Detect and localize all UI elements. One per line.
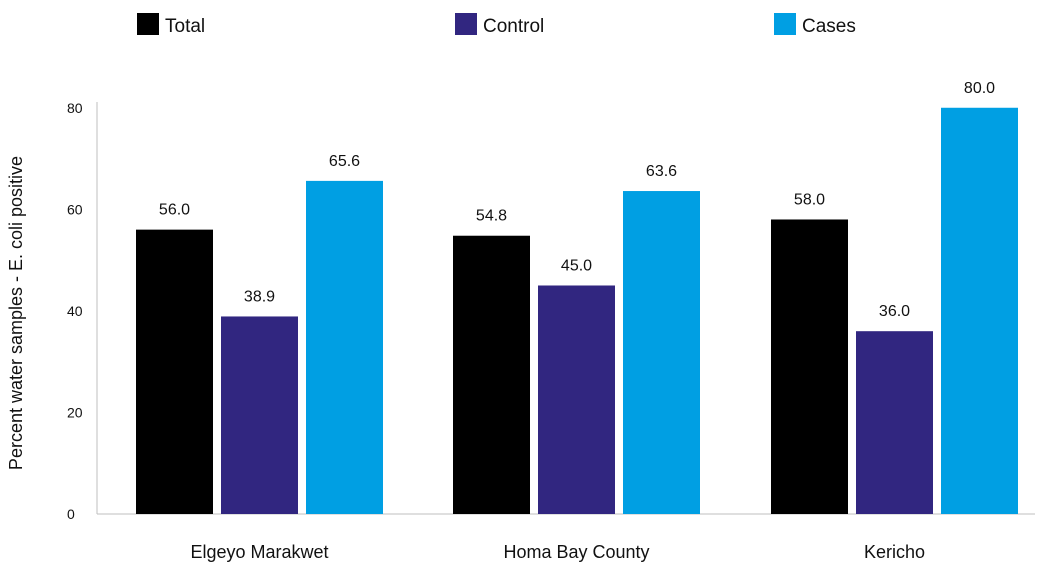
x-axis-categories: Elgeyo Marakwet Homa Bay County Kericho — [190, 542, 925, 562]
legend-label: Cases — [802, 16, 856, 37]
bar-control — [856, 331, 933, 514]
data-label: 63.6 — [646, 163, 677, 180]
data-label: 65.6 — [329, 153, 360, 170]
y-tick-label: 40 — [67, 303, 83, 319]
bar-cases — [306, 180, 383, 515]
y-axis-title: Percent water samples - E. coli positive — [6, 156, 26, 470]
data-label: 54.8 — [476, 208, 507, 225]
bar-total — [136, 229, 213, 514]
bar-control — [221, 316, 298, 514]
bar-total — [453, 235, 530, 515]
legend-swatch-control — [455, 13, 477, 35]
data-label: 58.0 — [794, 191, 825, 208]
data-label: 56.0 — [159, 202, 190, 219]
bar-cases — [941, 107, 1018, 514]
legend-label: Control — [483, 16, 544, 37]
legend-swatch-cases — [774, 13, 796, 35]
y-tick-label: 0 — [67, 506, 75, 522]
value-labels: 56.0 38.9 65.6 54.8 45.0 63.6 58.0 36.0 80.0 — [159, 80, 995, 320]
data-label: 80.0 — [964, 80, 995, 97]
y-axis-ticks: 0 20 40 60 80 — [67, 100, 83, 522]
x-category-label: Homa Bay County — [503, 542, 649, 562]
bars — [136, 107, 1018, 515]
bar-total — [771, 219, 848, 514]
data-label: 38.9 — [244, 288, 275, 305]
data-label: 45.0 — [561, 257, 592, 274]
legend: Total Control Cases — [137, 13, 856, 37]
legend-label: Total — [165, 16, 205, 37]
x-category-label: Kericho — [864, 542, 925, 562]
x-category-label: Elgeyo Marakwet — [190, 542, 328, 562]
y-tick-label: 60 — [67, 201, 83, 217]
legend-swatch-total — [137, 13, 159, 35]
y-tick-label: 20 — [67, 404, 83, 420]
data-label: 36.0 — [879, 303, 910, 320]
bar-control — [538, 285, 615, 514]
y-tick-label: 80 — [67, 100, 83, 116]
bar-cases — [623, 191, 700, 515]
